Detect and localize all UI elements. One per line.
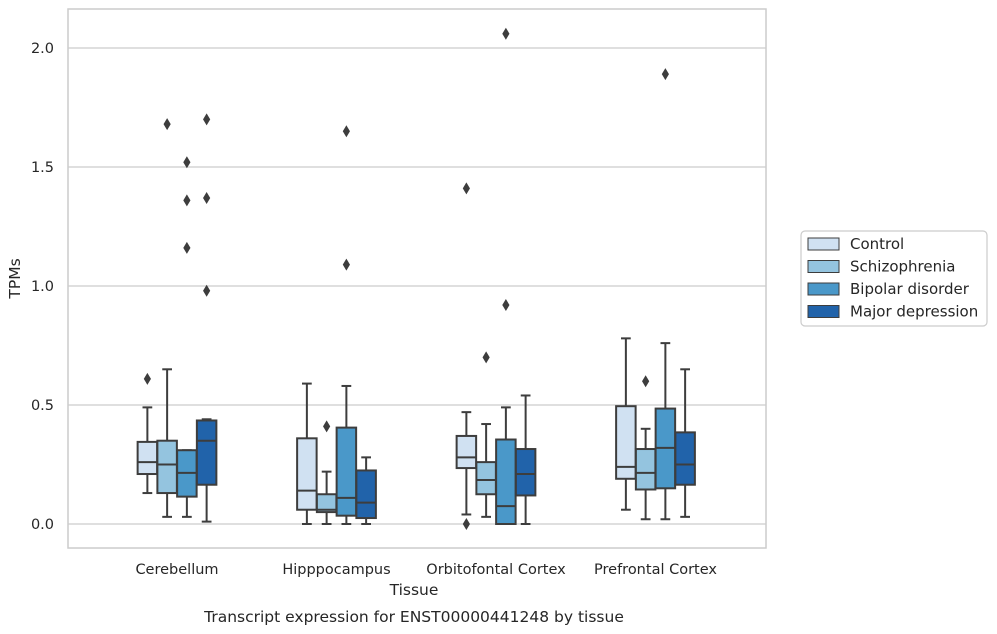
- legend-label: Schizophrenia: [850, 258, 955, 276]
- outlier-marker: [462, 182, 470, 195]
- y-tick-label: 1.5: [31, 160, 54, 176]
- box-iqr: [156, 439, 178, 495]
- box-iqr: [335, 426, 358, 517]
- legend-swatch: [807, 305, 840, 318]
- x-tick-label: Cerebellum: [135, 562, 218, 578]
- box-iqr: [514, 448, 537, 497]
- box: [355, 456, 377, 525]
- outlier-marker: [183, 241, 191, 254]
- legend-swatch: [807, 237, 840, 251]
- outlier-marker: [342, 258, 350, 271]
- chart-caption: Transcript expression for ENST0000044124…: [203, 608, 624, 626]
- outlier-marker: [642, 375, 650, 388]
- box: [335, 125, 358, 525]
- box-iqr: [495, 438, 517, 526]
- outlier-marker: [203, 284, 211, 297]
- box-iqr: [634, 448, 657, 491]
- outlier-marker: [502, 299, 510, 312]
- legend-swatch: [807, 260, 840, 273]
- box: [315, 420, 338, 525]
- gridlines: [68, 47, 766, 525]
- box: [195, 113, 218, 523]
- box: [136, 372, 159, 495]
- box-iqr: [355, 469, 377, 520]
- outlier-marker: [323, 420, 331, 433]
- legend-label: Major depression: [850, 303, 978, 321]
- box-iqr: [296, 437, 318, 511]
- outlier-marker: [342, 125, 350, 138]
- y-axis-ticks: 0.0 0.5 1.0 1.5 2.0: [31, 41, 54, 533]
- x-tick-label: Hipppocampus: [282, 562, 390, 578]
- outlier-marker: [183, 156, 191, 169]
- legend-swatch: [807, 282, 840, 296]
- box: [514, 394, 537, 525]
- box-iqr: [195, 419, 218, 486]
- plot-area-frame: [67, 8, 767, 549]
- outlier-marker: [482, 351, 490, 364]
- y-tick-label: 0.5: [31, 398, 54, 414]
- outlier-marker: [143, 372, 151, 385]
- outlier-marker: [661, 68, 669, 81]
- box: [674, 368, 696, 518]
- box-iqr: [455, 434, 478, 470]
- outlier-marker: [203, 191, 211, 204]
- box: [455, 182, 478, 530]
- box-iqr: [136, 440, 159, 476]
- x-axis-ticks: Cerebellum Hipppocampus Orbitofontal Corte…: [135, 562, 717, 578]
- legend-label: Control: [850, 235, 904, 253]
- box-iqr: [674, 431, 696, 486]
- box-iqr: [615, 405, 637, 480]
- y-axis-label: TPMs: [6, 258, 24, 299]
- outlier-marker: [163, 118, 171, 131]
- box: [475, 351, 497, 518]
- x-tick-label: Orbitofontal Cortex: [426, 562, 566, 578]
- outlier-marker: [462, 518, 470, 530]
- legend-frame: [800, 230, 988, 327]
- x-tick-label: Prefrontal Cortex: [594, 562, 717, 578]
- box: [296, 382, 318, 525]
- box: [615, 337, 637, 511]
- box-series: [136, 27, 696, 530]
- box-iqr: [475, 461, 497, 496]
- outlier-marker: [502, 27, 510, 40]
- y-tick-label: 0.0: [31, 517, 54, 533]
- outlier-marker: [203, 113, 211, 126]
- y-tick-label: 1.0: [31, 279, 54, 295]
- legend: Control Schizophrenia Bipolar disorder Majo…: [800, 230, 988, 327]
- box: [156, 118, 178, 518]
- box: [634, 375, 657, 521]
- legend-label: Bipolar disorder: [850, 280, 970, 298]
- outlier-marker: [183, 194, 191, 207]
- y-tick-label: 2.0: [31, 41, 54, 57]
- x-axis-label: Tissue: [389, 581, 439, 599]
